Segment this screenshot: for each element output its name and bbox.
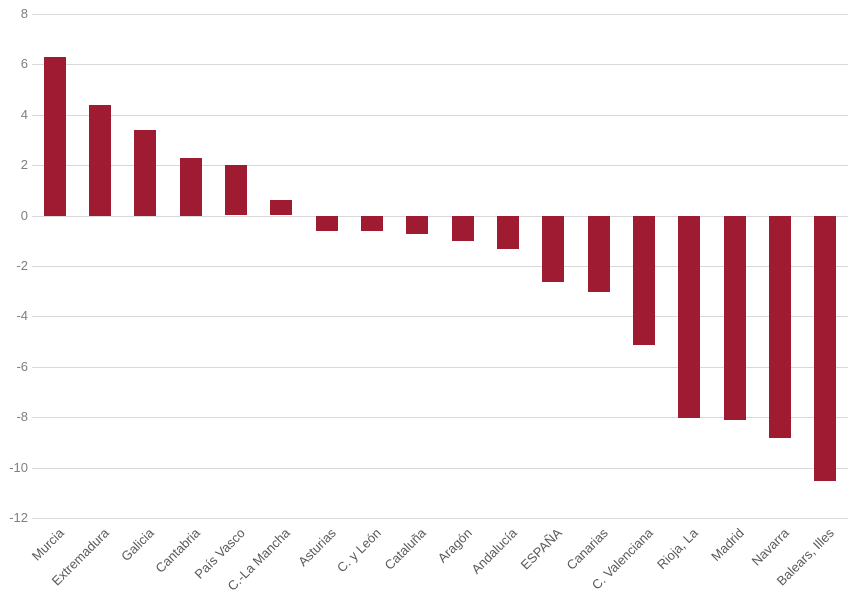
bar bbox=[225, 165, 247, 215]
bar bbox=[497, 216, 519, 249]
bar bbox=[361, 216, 383, 231]
y-tick-label: -12 bbox=[9, 510, 28, 525]
gridline bbox=[32, 518, 848, 519]
bar bbox=[316, 216, 338, 231]
y-tick-label: 0 bbox=[20, 208, 28, 223]
bar bbox=[724, 216, 746, 420]
bar bbox=[678, 216, 700, 418]
bar bbox=[89, 105, 111, 216]
y-tick-label: -8 bbox=[16, 409, 28, 424]
bar bbox=[588, 216, 610, 292]
gridline bbox=[32, 115, 848, 116]
gridline bbox=[32, 468, 848, 469]
bar bbox=[134, 130, 156, 216]
bar bbox=[44, 57, 66, 216]
y-tick-label: -2 bbox=[16, 258, 28, 273]
bar bbox=[633, 216, 655, 345]
y-tick-label: 2 bbox=[20, 157, 28, 172]
gridline bbox=[32, 14, 848, 15]
y-tick-label: -10 bbox=[9, 460, 28, 475]
y-tick-label: -6 bbox=[16, 359, 28, 374]
gridline bbox=[32, 165, 848, 166]
gridline bbox=[32, 64, 848, 65]
bar bbox=[406, 216, 428, 234]
y-tick-label: 4 bbox=[20, 107, 28, 122]
y-tick-label: -4 bbox=[16, 308, 28, 323]
bar bbox=[270, 200, 292, 215]
gridline bbox=[32, 417, 848, 418]
bar bbox=[814, 216, 836, 481]
zero-line bbox=[32, 216, 848, 217]
bar bbox=[542, 216, 564, 282]
bar bbox=[180, 158, 202, 216]
bar bbox=[452, 216, 474, 241]
bar bbox=[769, 216, 791, 438]
y-tick-label: 6 bbox=[20, 56, 28, 71]
gridline bbox=[32, 266, 848, 267]
gridline bbox=[32, 367, 848, 368]
y-tick-label: 8 bbox=[20, 6, 28, 21]
gridline bbox=[32, 316, 848, 317]
